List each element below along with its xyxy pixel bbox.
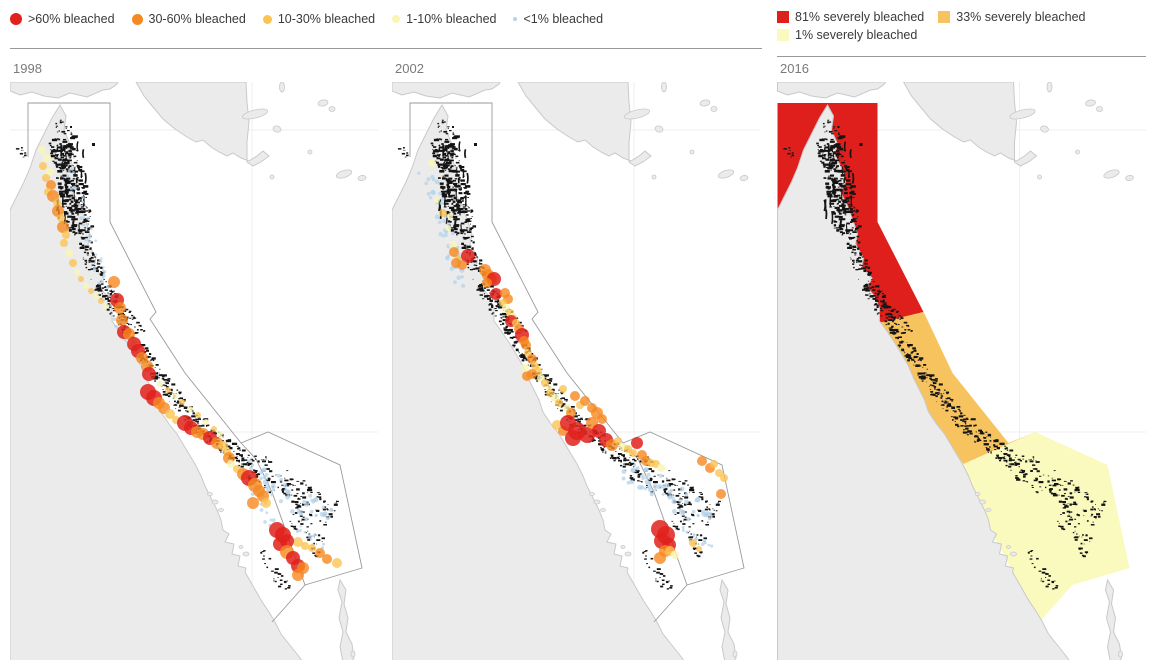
panel-title-1998: 1998	[13, 61, 42, 76]
legend-item-30-60: 30-60% bleached	[131, 12, 246, 26]
amber-dot-icon	[262, 14, 272, 24]
legend-label: 30-60% bleached	[148, 12, 246, 26]
dot-legend-row: >60% bleached 30-60% bleached 10-30% ble…	[10, 0, 762, 26]
legend-label: 10-30% bleached	[277, 12, 376, 26]
legend-label: 81% severely bleached	[795, 10, 925, 24]
legend-label: 1-10% bleached	[406, 12, 497, 26]
legend-label: 1% severely bleached	[795, 28, 918, 42]
map-2002	[392, 82, 760, 660]
legend-item-10-30: 10-30% bleached	[262, 12, 376, 26]
map-1998	[10, 82, 378, 660]
map-panel-2002: 2002	[392, 60, 760, 660]
orange-dot-icon	[131, 13, 143, 25]
area-legend-row: 81% severely bleached 33% severely bleac…	[777, 0, 1146, 42]
legend-label: 33% severely bleached	[956, 10, 1086, 24]
map-panel-1998: 1998	[10, 60, 378, 660]
legend-item-1-10: 1-10% bleached	[392, 12, 496, 26]
amber-square-icon	[938, 11, 951, 23]
pale-dot-icon	[392, 15, 401, 23]
severity-area-legend: 81% severely bleached 33% severely bleac…	[777, 0, 1146, 57]
red-square-icon	[777, 11, 789, 23]
legend-item-81pct: 81% severely bleached	[777, 10, 924, 24]
legend-item-33pct: 33% severely bleached	[938, 10, 1086, 24]
map-2016	[777, 82, 1146, 660]
blue-dot-icon	[513, 17, 518, 21]
legend-item-gt60: >60% bleached	[10, 12, 115, 26]
legend-item-lt1: <1% bleached	[513, 12, 603, 26]
panel-title-2002: 2002	[395, 61, 424, 76]
bleaching-dot-legend: >60% bleached 30-60% bleached 10-30% ble…	[10, 0, 762, 49]
pale-square-icon	[777, 29, 789, 41]
legend-item-1pct: 1% severely bleached	[777, 28, 917, 42]
panel-title-2016: 2016	[780, 61, 809, 76]
legend-label: >60% bleached	[28, 12, 115, 26]
red-dot-icon	[10, 13, 22, 25]
legend-label: <1% bleached	[523, 12, 604, 26]
map-panel-2016: 2016	[777, 60, 1146, 660]
